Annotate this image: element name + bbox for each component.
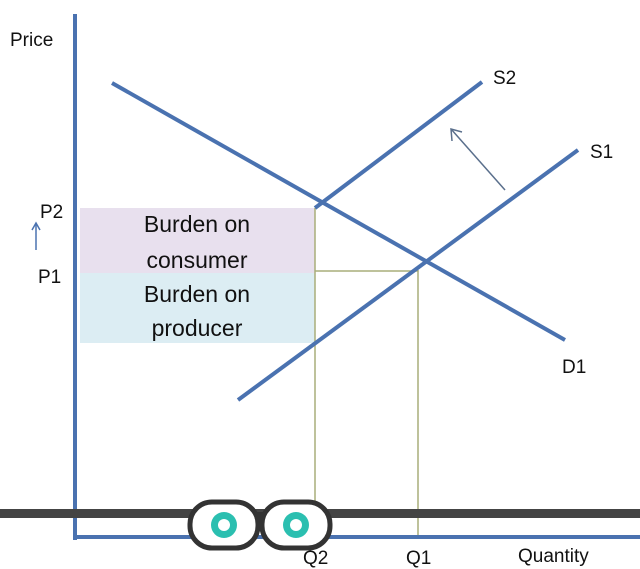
supply-curve-s2: [313, 80, 484, 210]
price-label: P2: [40, 202, 63, 223]
curves: [73, 14, 640, 540]
consumer-burden-area: [80, 208, 315, 273]
quantity-label: Q2: [303, 548, 328, 569]
price-label: P1: [38, 267, 61, 288]
demand-curve: [111, 81, 566, 342]
glasses-icon: [187, 499, 333, 551]
supply-curve-s1: [236, 148, 580, 402]
curve-label: D1: [562, 357, 586, 378]
box-text: consumer: [147, 247, 248, 273]
y-axis-label: Price: [10, 30, 53, 51]
box-text: producer: [152, 315, 243, 341]
quantity-label: Q1: [406, 548, 431, 569]
curve-label: S1: [590, 142, 613, 163]
box-text: Burden on: [144, 281, 250, 307]
guide-lines: [314, 208, 419, 537]
shift-arrow: [450, 127, 506, 191]
producer-burden-area: [80, 273, 315, 343]
box-text: Burden on: [144, 211, 250, 237]
price-arrow: [31, 221, 41, 250]
x-axis-label: Quantity: [518, 546, 589, 567]
curve-label: S2: [493, 68, 516, 89]
